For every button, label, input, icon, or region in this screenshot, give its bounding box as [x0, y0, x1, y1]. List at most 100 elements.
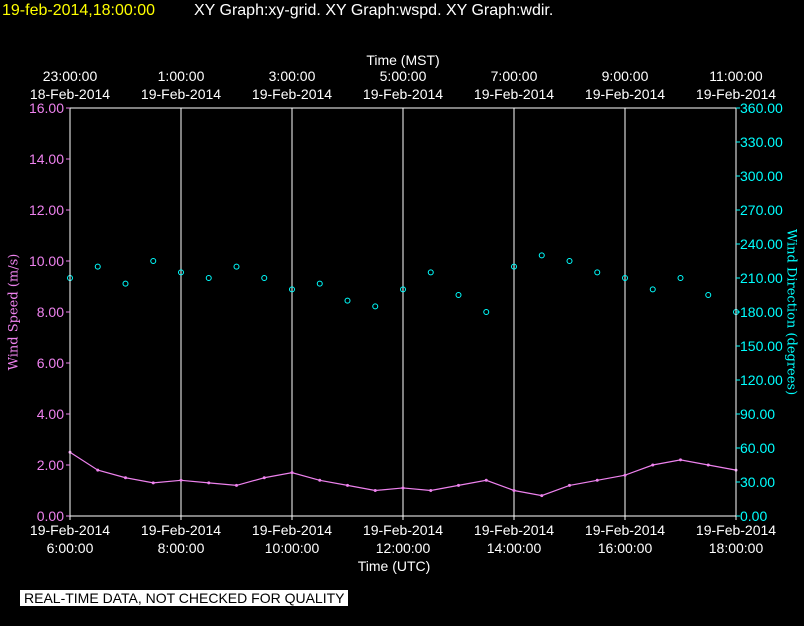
wind-speed-point [706, 463, 710, 467]
top-tick-time: 9:00:00 [601, 68, 649, 84]
bottom-tick-date: 19-Feb-2014 [252, 522, 332, 538]
bottom-axis: 19-Feb-2014 6:00:00 19-Feb-2014 8:00:00 19-F… [30, 516, 776, 556]
wind-direction-point [372, 303, 379, 310]
bottom-tick-time: 6:00:00 [47, 540, 94, 556]
wind-direction-point [594, 269, 601, 276]
left-tick-label: 8.00 [37, 304, 64, 320]
wind-direction-point [344, 297, 351, 304]
wind-direction-point [622, 275, 628, 281]
wind-direction-point [289, 286, 295, 293]
wind-speed-point [401, 486, 405, 490]
left-axis: 0.00 2.00 4.00 6.00 8.00 10.00 12.00 14.00 16.00 [29, 100, 70, 524]
wind-direction-point [566, 258, 573, 264]
wind-speed-point [512, 489, 516, 492]
wind-speed-point [124, 476, 127, 480]
bottom-tick-date: 19-Feb-2014 [30, 522, 110, 538]
wind-direction-point [150, 258, 157, 264]
top-tick-date: 19-Feb-2014 [584, 86, 666, 102]
top-tick-time: 7:00:00 [490, 68, 538, 84]
grid [180, 108, 626, 516]
bottom-tick-date: 19-Feb-2014 [474, 522, 554, 538]
left-tick-label: 14.00 [29, 151, 64, 167]
right-tick-label: 270.00 [740, 202, 783, 218]
wind-direction-point [94, 263, 101, 270]
bottom-tick-date: 19-Feb-2014 [696, 522, 776, 538]
bottom-tick-date: 19-Feb-2014 [363, 522, 443, 538]
wind-speed-point [429, 489, 433, 492]
left-tick-label: 12.00 [29, 202, 64, 218]
header-date: 19-feb-2014,18:00:00 [2, 2, 156, 19]
right-tick-label: 240.00 [740, 236, 783, 252]
wind-speed-point [540, 494, 544, 498]
top-tick-date: 18-Feb-2014 [29, 86, 111, 102]
left-axis-label: Wind Speed (m/s) [6, 253, 22, 371]
wind-speed-point [457, 483, 460, 487]
wind-speed-point [373, 489, 377, 492]
wind-direction-point [261, 275, 268, 281]
right-tick-label: 180.00 [740, 304, 783, 320]
header-titles: XY Graph:xy-grid. XY Graph:wspd. XY Grap… [194, 2, 554, 19]
wind-direction-point [538, 252, 545, 259]
wind-speed-point [679, 458, 682, 462]
wind-speed-point [207, 481, 211, 485]
wind-direction-point [649, 286, 656, 293]
wind-speed-point [151, 481, 155, 485]
top-tick-date: 19-Feb-2014 [251, 86, 333, 102]
wind-direction-point [122, 280, 129, 287]
wind-direction-point [178, 269, 184, 276]
right-tick-label: 360.00 [740, 100, 783, 116]
right-tick-label: 60.00 [740, 440, 775, 456]
left-tick-label: 4.00 [37, 406, 64, 422]
wind-direction-point [511, 263, 517, 270]
wind-speed-point [568, 483, 571, 487]
wind-speed-point [262, 476, 266, 480]
bottom-tick-time: 16:00:00 [598, 540, 653, 556]
right-tick-label: 0.00 [740, 508, 767, 524]
wind-speed-point [235, 483, 238, 487]
wind-speed-point [595, 478, 599, 482]
top-tick-date: 19-Feb-2014 [362, 86, 444, 102]
top-tick-date: 19-Feb-2014 [695, 86, 777, 102]
bottom-tick-time: 14:00:00 [487, 540, 542, 556]
top-tick-time: 11:00:00 [709, 68, 763, 84]
bottom-tick-time: 18:00:00 [709, 540, 764, 556]
right-axis: 0.00 30.00 60.00 90.00 120.00 150.00 180.00 210… [736, 100, 783, 524]
wind-direction-point [705, 292, 712, 298]
right-tick-label: 330.00 [740, 134, 783, 150]
left-tick-label: 2.00 [37, 457, 64, 473]
wind-direction-point [483, 309, 490, 315]
top-tick-time: 3:00:00 [268, 68, 316, 84]
top-tick-time: 23:00:00 [42, 68, 98, 84]
wind-speed-point [96, 468, 100, 472]
bottom-tick-time: 12:00:00 [376, 540, 431, 556]
left-tick-label: 0.00 [37, 508, 64, 524]
wind-direction-point [677, 275, 684, 281]
wind-speed-point [623, 473, 627, 477]
left-tick-label: 10.00 [29, 253, 64, 269]
right-tick-label: 150.00 [740, 338, 783, 354]
top-tick-time: 5:00:00 [379, 68, 427, 84]
wind-direction-point [205, 275, 212, 281]
bottom-tick-date: 19-Feb-2014 [585, 522, 665, 538]
bottom-axis-label: Time (UTC) [357, 558, 431, 574]
right-tick-label: 90.00 [740, 406, 775, 422]
wind-direction-point [400, 286, 406, 293]
right-tick-label: 120.00 [740, 372, 783, 388]
wind-speed-point [318, 478, 322, 482]
left-tick-label: 6.00 [37, 355, 64, 371]
wind-direction-point [233, 263, 240, 270]
wind-speed-point [179, 478, 183, 482]
wind-direction-point [427, 269, 434, 276]
right-tick-label: 210.00 [740, 270, 783, 286]
quality-banner: REAL-TIME DATA, NOT CHECKED FOR QUALITY [20, 590, 349, 606]
top-tick-date: 19-Feb-2014 [473, 86, 555, 102]
wind-speed-point [651, 463, 655, 467]
wind-speed-point [290, 471, 294, 475]
wind-speed-series [68, 450, 738, 498]
wind-speed-point [484, 478, 488, 482]
wind-direction-point [455, 292, 462, 298]
top-tick-date: 19-Feb-2014 [140, 86, 222, 102]
bottom-tick-date: 19-Feb-2014 [141, 522, 221, 538]
wind-direction-series [67, 252, 739, 315]
